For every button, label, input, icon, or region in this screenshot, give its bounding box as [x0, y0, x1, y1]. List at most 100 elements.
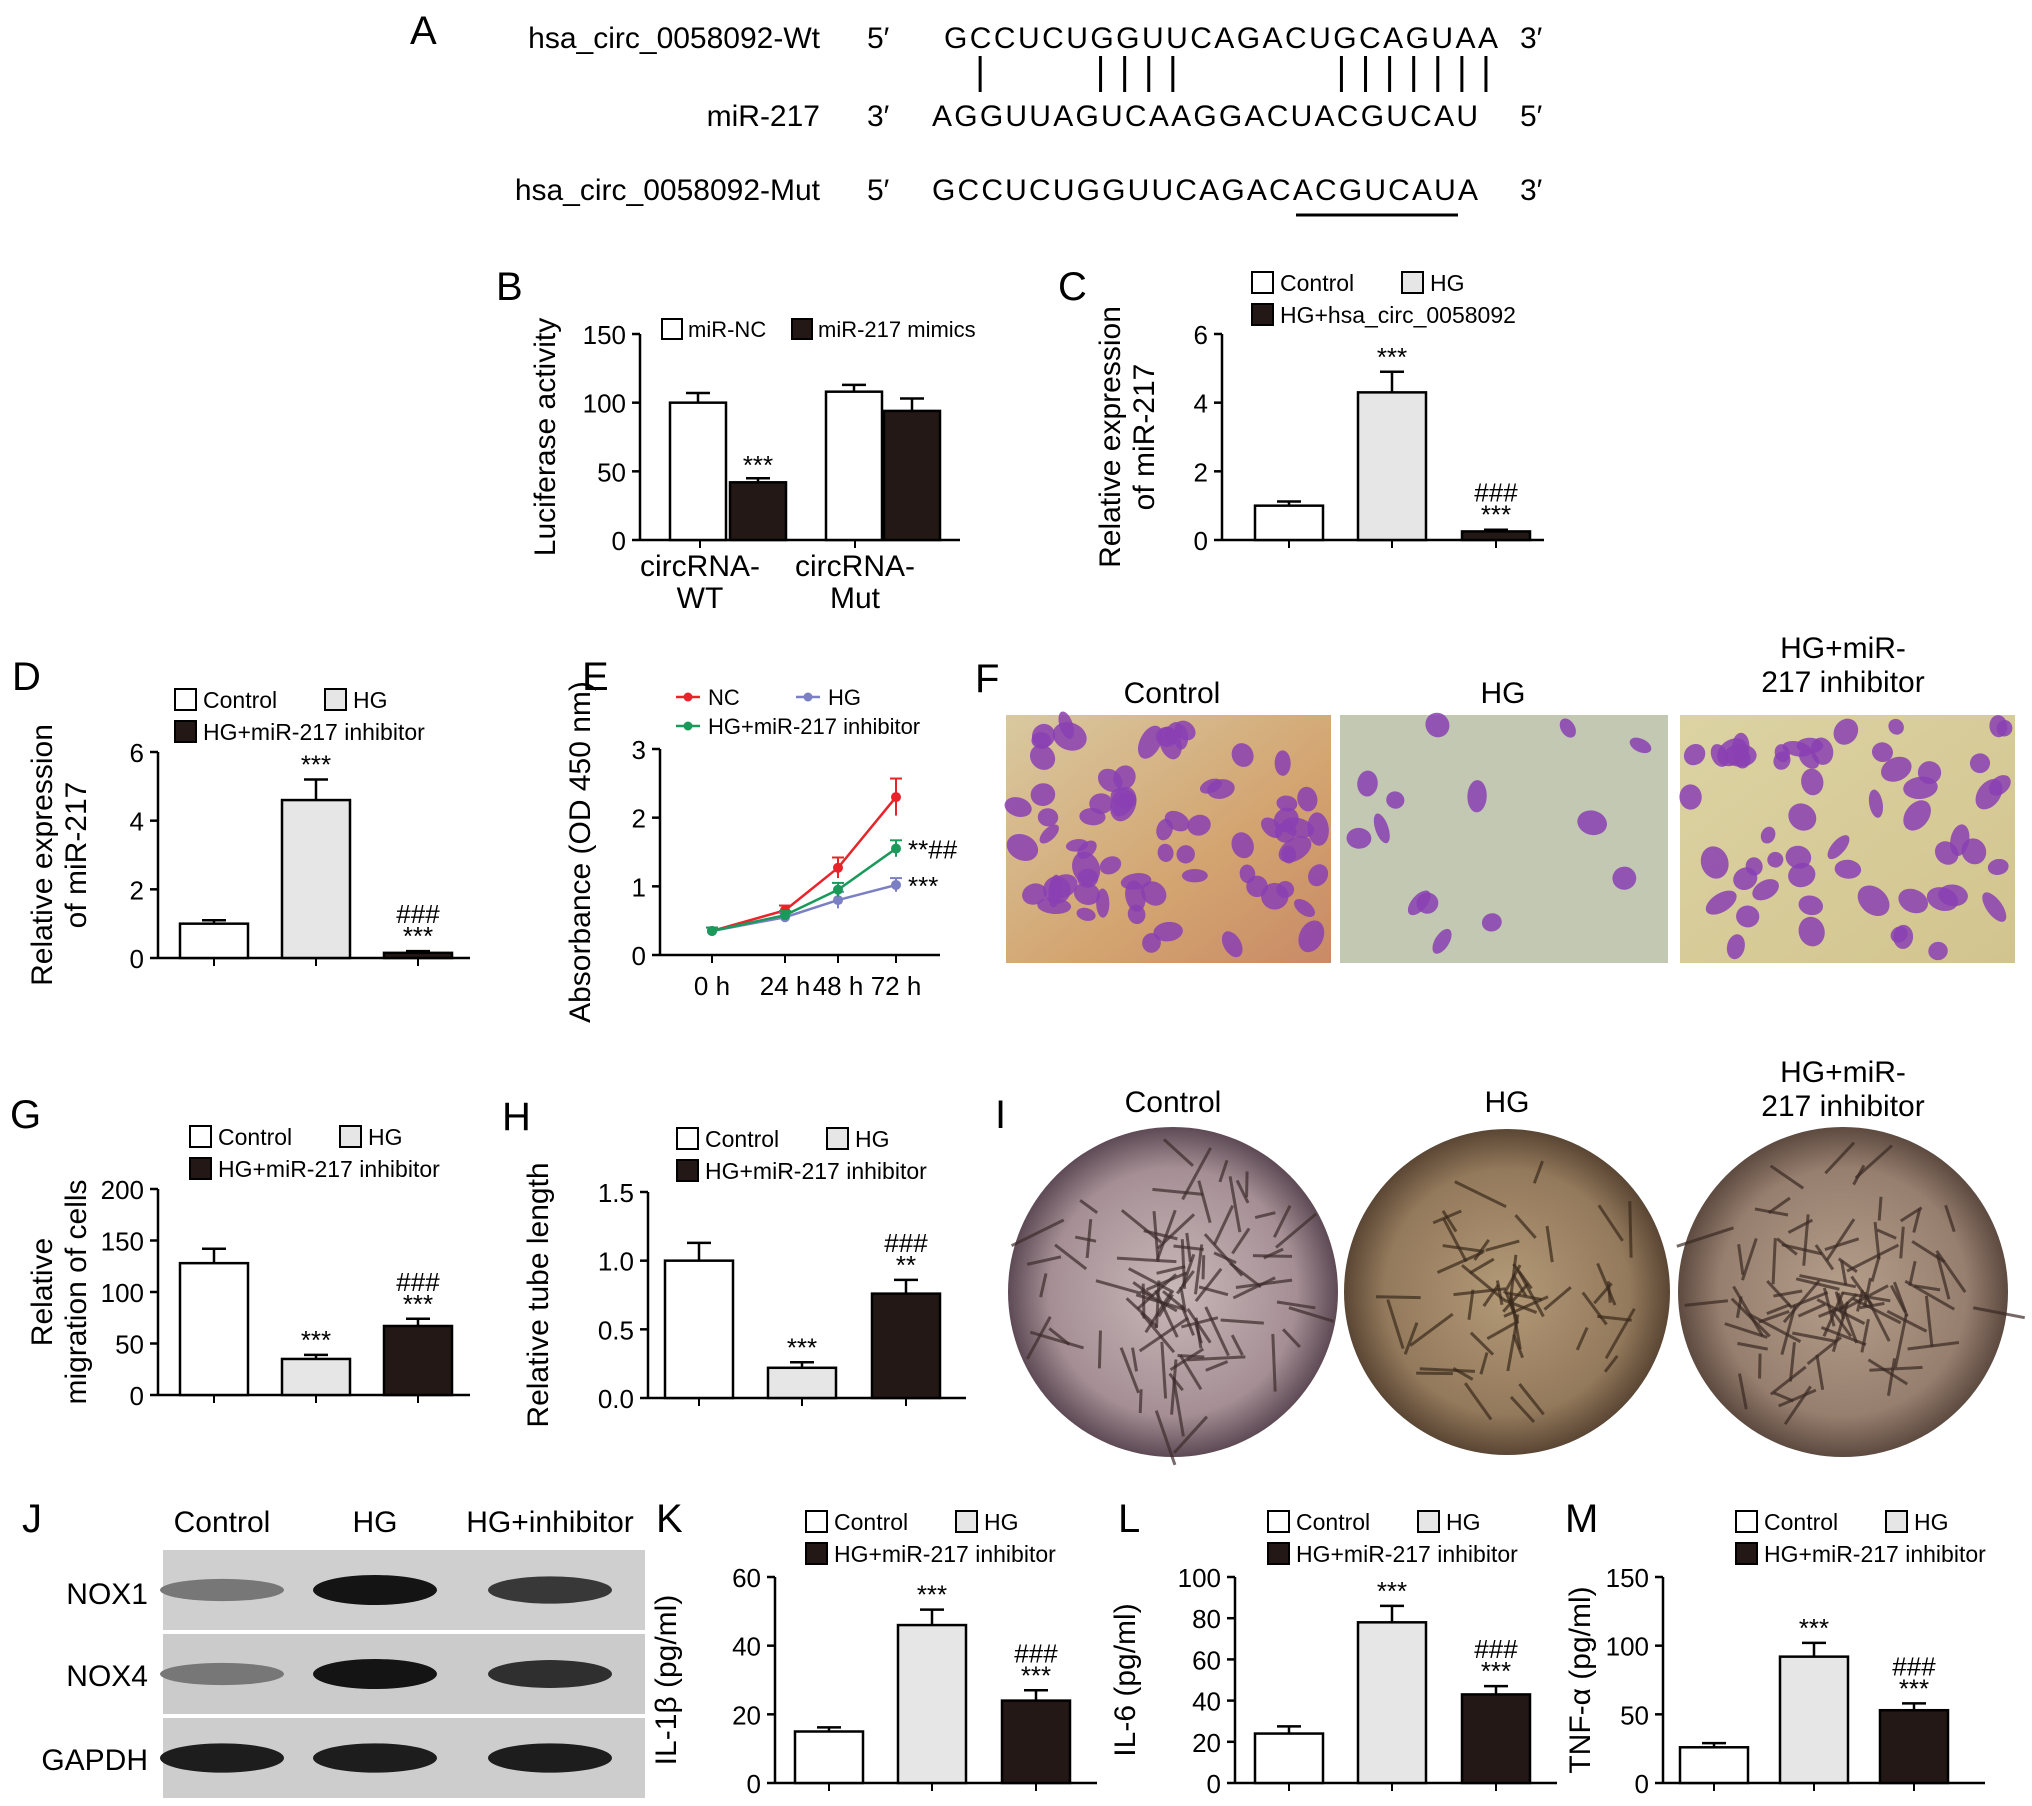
legend-label: HG: [353, 687, 388, 713]
tube-segment: [1193, 1244, 1204, 1295]
tube-segment: [1758, 1353, 1762, 1379]
data-point: [833, 862, 843, 873]
x-tick-label: 0 h: [694, 971, 730, 1001]
y-tick-label-line: 150: [583, 320, 626, 350]
chart-h: H 0.0 0.5 1.0 1.5 Relative tube length *** ### *…: [502, 1095, 966, 1428]
panel-letter-m-line: M: [1565, 1497, 1598, 1541]
tube-segment: [1485, 1239, 1520, 1252]
stained-cell: [1386, 791, 1405, 809]
y-axis-label-line: Luciferase activity: [529, 318, 562, 556]
tube-segment: [1132, 1281, 1154, 1298]
legend-swatch: [955, 1510, 978, 1533]
y-axis-label-line: Absorbance (OD 450 nm): [564, 681, 597, 1023]
sequence-wt: GCCUCUGGUUCAGACUGCAGUAA: [944, 22, 1498, 55]
bar: [1253, 504, 1325, 542]
y-tick-label-line: 40: [732, 1632, 761, 1662]
tube-segment: [1469, 1331, 1495, 1356]
tubes-hg: [1375, 1160, 1636, 1423]
blot-band: [160, 1743, 284, 1773]
panel-letter-f: F: [975, 657, 999, 701]
legend-label-line: HG: [984, 1509, 1019, 1535]
significance-label: ### ***: [396, 899, 440, 951]
stained-cell: [1798, 895, 1824, 916]
blot-band: [313, 1743, 437, 1773]
legend-label-line: Control: [1280, 270, 1354, 296]
tube-segment: [1039, 1273, 1048, 1298]
y-tick-label: 2: [130, 875, 144, 905]
stained-cell: [1767, 851, 1784, 868]
y-tick-label-line: 0: [130, 1381, 144, 1411]
legend-swatch: [189, 1125, 212, 1148]
stained-cell: [1073, 882, 1101, 905]
stained-cell: [1037, 808, 1059, 827]
y-axis-label-line: IL-6 (pg/ml): [1109, 1603, 1142, 1756]
stained-cell: [1629, 737, 1652, 754]
tube-segment: [1769, 1164, 1805, 1190]
significance-label-line: ***: [1377, 342, 1407, 372]
y-tick-label-line: 200: [101, 1175, 144, 1205]
legend-swatch: [1885, 1510, 1908, 1533]
panel-letter-k-line: K: [656, 1497, 683, 1541]
legend-label-line: HG+miR-217 inhibitor: [1296, 1541, 1518, 1567]
x-tick-label-line: circRNA-: [795, 550, 915, 583]
legend-marker: [683, 692, 693, 702]
tube-segment: [1139, 1289, 1178, 1313]
stained-cell: [1481, 913, 1502, 932]
bar: [1460, 1693, 1532, 1785]
legend-label-line: HG: [1914, 1509, 1949, 1535]
cells-inhibitor: [1679, 715, 2013, 961]
tube-segment: [1782, 1279, 1821, 1324]
y-tick-label: 80: [1192, 1604, 1221, 1634]
stained-cell: [1612, 866, 1637, 890]
legend-label-line: Control: [705, 1126, 779, 1152]
y-tick-label-line: 6: [1194, 320, 1208, 350]
tube-segment: [1254, 1211, 1276, 1220]
y-tick-label: 6: [130, 738, 144, 768]
tube-segment: [1095, 1279, 1142, 1295]
y-axis-label: Absorbance (OD 450 nm): [564, 681, 597, 1023]
stained-cell: [1357, 770, 1378, 797]
panel-letter-d-line: D: [12, 655, 41, 699]
image-title-f-control: Control: [1124, 677, 1221, 710]
panel-letter-c-line: C: [1058, 265, 1087, 309]
x-tick-label-line: 24 h: [760, 971, 811, 1001]
tube-segment: [1825, 1218, 1856, 1262]
tubes-inhibitor: [1676, 1141, 2026, 1425]
bar: [1460, 530, 1532, 542]
significance-label-line: ***: [1899, 1673, 1929, 1703]
tube-segment: [1867, 1358, 1909, 1386]
tube-segment: [1463, 1382, 1493, 1421]
blot-band: [313, 1575, 437, 1605]
legend-label-line: HG+miR-217 inhibitor: [218, 1156, 440, 1182]
y-tick-label-line: 80: [1192, 1604, 1221, 1634]
stained-cell: [1988, 775, 2011, 796]
tube-segment: [1252, 1254, 1293, 1258]
legend-label: HG+hsa_circ_0058092: [1280, 302, 1516, 328]
tube-segment: [1514, 1214, 1537, 1239]
bar: [668, 401, 728, 542]
legend-label-line: HG: [828, 685, 861, 710]
y-axis-label-line: of miR-217: [1128, 364, 1161, 511]
legend-swatch: [805, 1510, 828, 1533]
data-point: [891, 879, 901, 890]
stained-cell: [1346, 827, 1372, 849]
tube-segment: [1789, 1291, 1829, 1309]
tube-segment: [1935, 1253, 1951, 1300]
sequence-name-mut: hsa_circ_0058092-Mut: [515, 174, 821, 207]
tube-segment: [1288, 1306, 1335, 1323]
tube-segment: [1860, 1318, 1870, 1353]
stained-cell: [1089, 793, 1113, 814]
stained-cell: [1888, 718, 1904, 735]
y-tick-label-line: 100: [583, 389, 626, 419]
image-title-i-inhibitor-line: 217 inhibitor: [1761, 1090, 1924, 1123]
y-tick-label: 150: [101, 1227, 144, 1257]
tube-segment: [1054, 1243, 1088, 1271]
stained-cell: [1125, 880, 1146, 912]
bar: [728, 481, 788, 542]
significance-label: ### ***: [1014, 1638, 1058, 1690]
tube-segment: [1453, 1287, 1506, 1297]
tube-segment: [1852, 1297, 1902, 1325]
migration-image-hg: [1340, 715, 1668, 963]
significance-label-line: ###: [396, 899, 440, 929]
